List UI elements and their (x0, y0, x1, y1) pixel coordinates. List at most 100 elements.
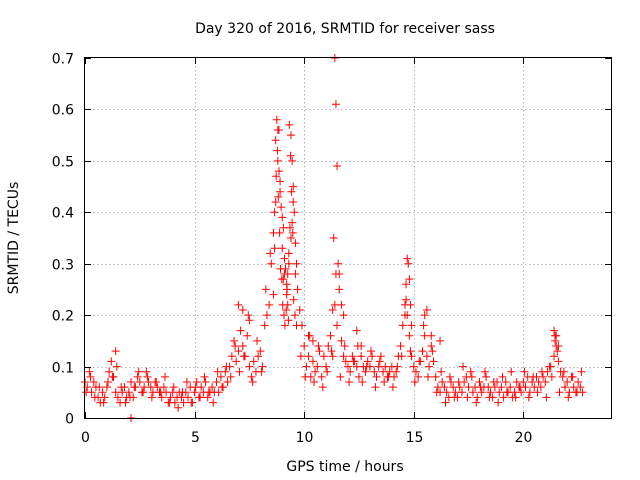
data-point (563, 378, 572, 386)
data-point (354, 372, 363, 381)
plot-frame (84, 57, 612, 419)
grid-layer (85, 58, 611, 418)
data-point (554, 342, 563, 350)
data-point (257, 367, 266, 376)
data-point (209, 398, 218, 407)
y-axis-label: SRMTID / TECUs (6, 182, 22, 295)
data-point (245, 316, 254, 325)
data-point (290, 208, 299, 217)
data-point (371, 383, 380, 392)
data-point (280, 254, 289, 263)
data-point (288, 228, 297, 237)
data-point (282, 306, 291, 314)
data-point (213, 367, 222, 376)
data-point (370, 367, 379, 376)
data-point (541, 378, 550, 386)
data-point (494, 398, 503, 407)
data-point (423, 372, 432, 381)
data-point (301, 372, 310, 381)
data-point (152, 378, 161, 386)
data-point (125, 393, 134, 402)
data-point (285, 223, 294, 232)
data-point (431, 372, 440, 381)
data-point (459, 362, 468, 371)
data-point (507, 367, 516, 376)
data-point (533, 388, 542, 397)
data-point (86, 372, 95, 381)
data-point (363, 357, 372, 366)
data-point (357, 342, 366, 350)
data-point (262, 311, 271, 320)
data-point (139, 388, 148, 397)
data-point (402, 280, 411, 289)
data-point (230, 336, 239, 345)
data-point (134, 367, 143, 376)
data-point (324, 342, 333, 350)
data-point (420, 311, 429, 320)
data-point (352, 326, 361, 335)
data-point (396, 342, 405, 350)
data-point (437, 367, 446, 376)
data-point (284, 259, 293, 268)
data-point (367, 347, 376, 356)
data-point (323, 367, 332, 376)
data-point (253, 336, 262, 345)
data-point (315, 347, 324, 356)
data-point (410, 378, 419, 386)
data-point (402, 295, 411, 304)
data-point (196, 393, 205, 402)
data-point (559, 367, 568, 376)
data-point (432, 388, 441, 397)
data-point (273, 126, 282, 134)
data-point (340, 342, 349, 350)
data-point (178, 388, 187, 397)
data-point (113, 393, 122, 402)
data-point (208, 383, 217, 392)
data-point (328, 352, 337, 361)
data-point (473, 393, 482, 402)
data-point (285, 120, 294, 129)
data-point (283, 270, 292, 278)
data-point (274, 192, 283, 201)
data-point (501, 378, 510, 386)
chart-title: Day 320 of 2016, SRMTID for receiver sas… (195, 21, 495, 37)
data-point (341, 357, 350, 366)
data-point (290, 311, 299, 320)
data-point (287, 234, 296, 242)
data-point (105, 367, 114, 376)
data-point (555, 388, 564, 397)
data-point (506, 383, 515, 392)
data-points (81, 54, 587, 422)
data-point (336, 372, 345, 381)
data-point (100, 393, 109, 402)
data-point (349, 357, 358, 366)
data-point (542, 393, 551, 402)
data-point (463, 393, 472, 402)
data-point (289, 198, 298, 206)
data-point (179, 398, 188, 407)
data-point (287, 131, 296, 140)
data-point (184, 393, 193, 402)
data-point (357, 352, 366, 361)
data-point (147, 393, 156, 402)
data-point (277, 203, 286, 212)
data-point (254, 352, 263, 361)
data-point (403, 254, 412, 263)
data-point (427, 331, 436, 340)
data-point (376, 352, 385, 361)
data-point (276, 264, 285, 273)
data-point (231, 342, 240, 350)
data-point (288, 218, 297, 227)
data-point (438, 378, 447, 386)
data-point (326, 331, 335, 340)
data-point (90, 393, 99, 402)
data-point (419, 321, 428, 330)
y-tick-label: 0.7 (52, 52, 74, 68)
data-point (529, 372, 538, 381)
data-point (275, 228, 284, 237)
data-point (117, 383, 126, 392)
data-point (260, 321, 269, 330)
data-point (308, 357, 317, 366)
data-point (400, 311, 409, 320)
data-point (318, 383, 327, 392)
